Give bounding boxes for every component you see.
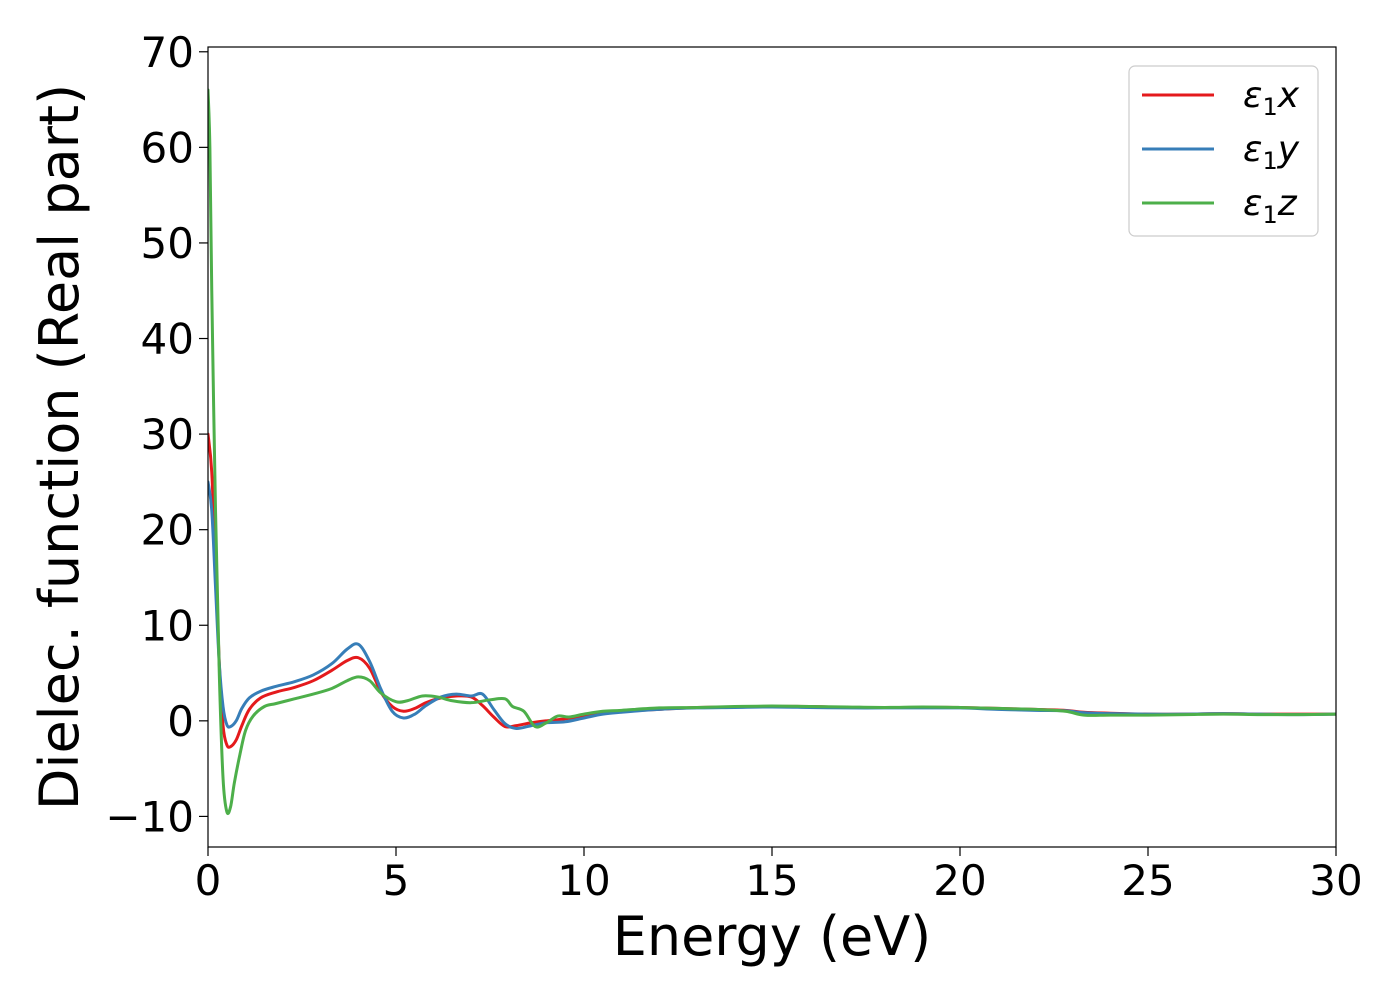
legend-box xyxy=(1128,65,1319,237)
x-tick-label: 20 xyxy=(933,856,986,905)
x-axis-label: Energy (eV) xyxy=(613,905,932,968)
y-axis-label: Dielec. function (Real part) xyxy=(28,84,91,810)
y-tick-label: −10 xyxy=(105,792,194,841)
x-tick-label: 5 xyxy=(383,856,410,905)
legend-label-x: ε1x xyxy=(1243,75,1300,121)
series-line-x xyxy=(208,432,1336,749)
series-layer xyxy=(208,88,1336,816)
x-tick-label: 10 xyxy=(557,856,610,905)
y-tick-label: 20 xyxy=(141,506,194,555)
y-tick-label: 60 xyxy=(141,123,194,172)
y-tick-label: 70 xyxy=(141,28,194,77)
y-tick-label: 40 xyxy=(141,315,194,364)
x-tick-label: 15 xyxy=(745,856,798,905)
y-tick-label: 30 xyxy=(141,410,194,459)
x-tick-label: 30 xyxy=(1309,856,1362,905)
legend: ε1x ε1y ε1z xyxy=(1128,65,1319,237)
legend-label-y: ε1y xyxy=(1243,129,1300,175)
series-line-z xyxy=(208,88,1336,816)
y-tick-label: 50 xyxy=(141,219,194,268)
y-tick-label: 10 xyxy=(141,601,194,650)
x-tick-label: 25 xyxy=(1121,856,1174,905)
legend-label-z: ε1z xyxy=(1243,183,1298,229)
x-tick-label: 0 xyxy=(195,856,222,905)
y-tick-label: 0 xyxy=(167,697,194,746)
